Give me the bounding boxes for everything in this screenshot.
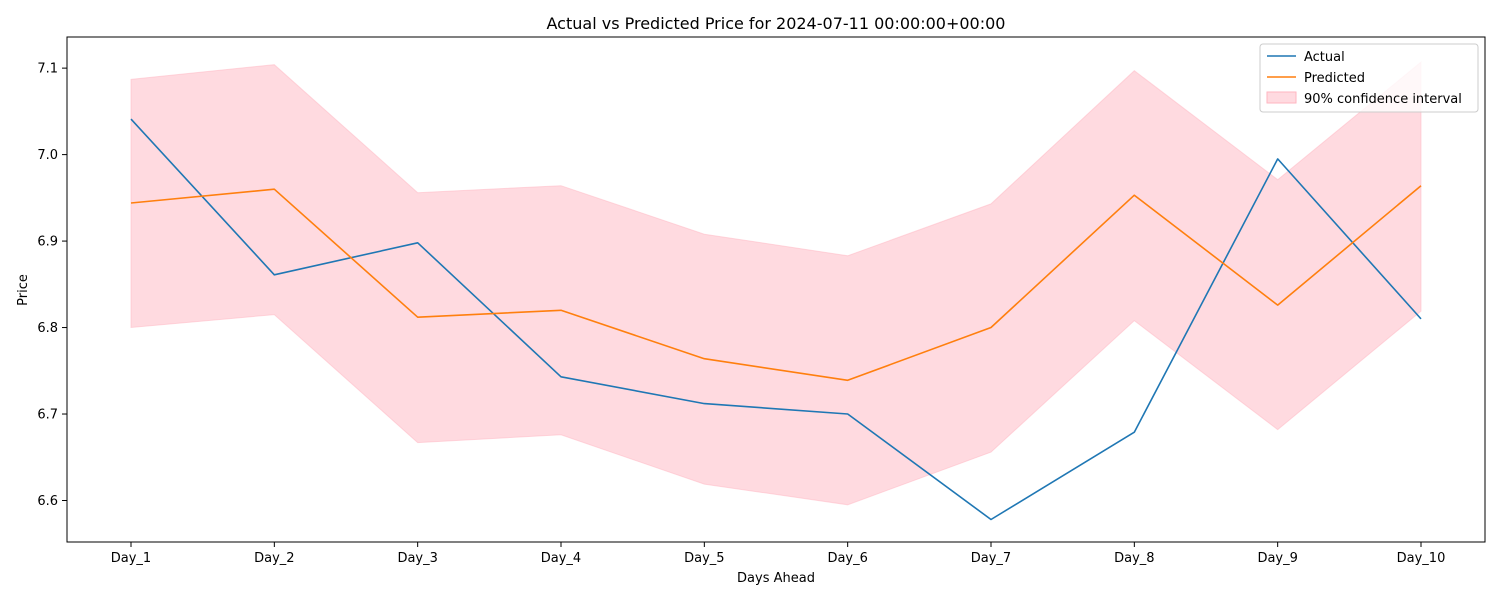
- x-tick-label: Day_2: [254, 551, 294, 566]
- y-tick-label: 6.7: [37, 408, 58, 423]
- y-tick-label: 6.8: [37, 321, 58, 336]
- y-axis: 6.6 6.7 6.8 6.9 7.0 7.1: [37, 62, 67, 509]
- series-layer: [130, 118, 1422, 521]
- legend-actual-label: Actual: [1304, 50, 1345, 65]
- x-tick-label: Day_6: [827, 551, 867, 566]
- x-tick-label: Day_3: [397, 551, 437, 566]
- legend-band-swatch: [1266, 91, 1297, 104]
- y-tick-label: 6.9: [37, 235, 58, 250]
- x-axis: Day_1 Day_2 Day_3 Day_4 Day_5 Day_6 Day_7 Day_8…: [111, 542, 1446, 566]
- confidence-band-layer: [130, 61, 1422, 506]
- x-tick-label: Day_10: [1397, 551, 1446, 566]
- x-tick-label: Day_9: [1257, 551, 1297, 566]
- legend-predicted-label: Predicted: [1304, 71, 1365, 86]
- series-line-actual: [130, 118, 1422, 521]
- y-tick-label: 6.6: [37, 494, 58, 509]
- y-axis-label: Price: [16, 274, 31, 306]
- x-tick-label: Day_8: [1114, 551, 1154, 566]
- series-line-predicted: [130, 185, 1422, 382]
- x-tick-label: Day_5: [684, 551, 724, 566]
- x-axis-label: Days Ahead: [737, 571, 815, 586]
- x-tick-label: Day_1: [111, 551, 151, 566]
- legend-band-label: 90% confidence interval: [1304, 92, 1462, 107]
- y-tick-label: 7.0: [37, 148, 58, 163]
- legend-frame: [1259, 43, 1479, 113]
- confidence-band: [130, 61, 1422, 506]
- chart-title: Actual vs Predicted Price for 2024-07-11…: [547, 14, 1006, 33]
- plot-frame: [66, 36, 1486, 543]
- x-tick-label: Day_7: [971, 551, 1011, 566]
- legend: Actual Predicted 90% confidence interval: [1259, 43, 1479, 113]
- y-tick-label: 7.1: [37, 62, 58, 77]
- x-tick-label: Day_4: [541, 551, 581, 566]
